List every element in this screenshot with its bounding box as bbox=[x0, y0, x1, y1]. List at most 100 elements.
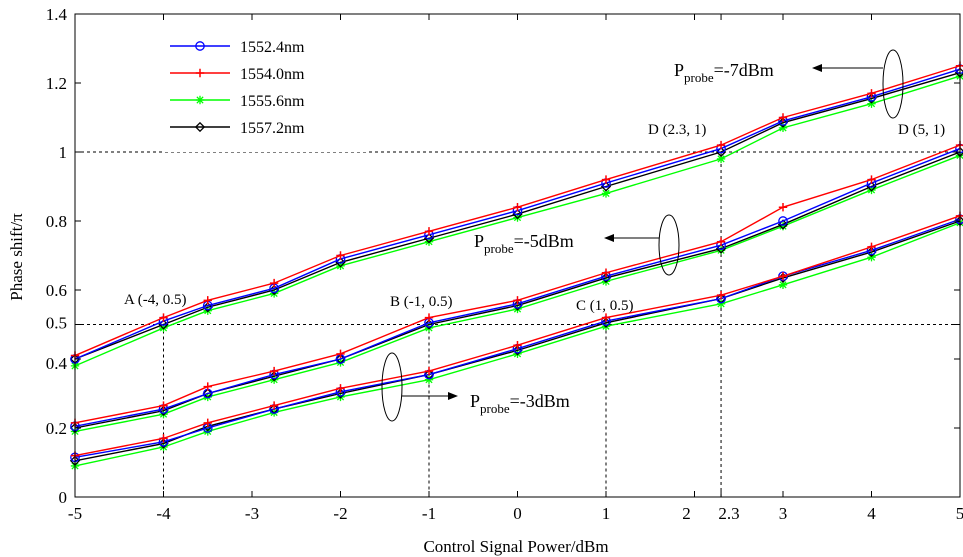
data-point-asterisk bbox=[778, 280, 788, 290]
data-point-plus bbox=[159, 401, 168, 410]
series-1557-2nm-Pprobe5dBm bbox=[69, 146, 963, 434]
x-tick-label: 0 bbox=[513, 504, 522, 523]
legend-item: 1557.2nm bbox=[170, 120, 305, 137]
data-point-plus bbox=[424, 313, 434, 322]
annotation-point-c: C (1, 0.5) bbox=[576, 298, 634, 314]
x-tick-label: 1 bbox=[602, 504, 611, 523]
probe-m5-value: =-5dBm bbox=[514, 231, 574, 251]
annotation-point-d2: D (5, 1) bbox=[898, 122, 945, 138]
legend: 1552.4nm 1554.0nm 1555.6nm 1557.2nm bbox=[163, 30, 368, 152]
data-point-diamond bbox=[715, 243, 727, 254]
data-point-plus bbox=[513, 203, 522, 212]
data-point-plus bbox=[601, 268, 611, 277]
y-tick-label: 0.2 bbox=[46, 419, 67, 438]
data-point-asterisk bbox=[716, 299, 726, 308]
x-tick-label: 2.3 bbox=[718, 504, 739, 523]
data-point-plus bbox=[159, 313, 168, 322]
x-tick-label: -4 bbox=[156, 504, 171, 523]
data-point-plus bbox=[203, 418, 212, 428]
probe-m5-sub: probe bbox=[484, 241, 514, 256]
probe-group-minus7: Pprobe=-7dBm bbox=[674, 49, 904, 119]
data-point-plus bbox=[269, 278, 279, 288]
data-point-plus bbox=[269, 401, 279, 410]
legend-item: 1552.4nm bbox=[170, 39, 305, 56]
data-point-plus bbox=[955, 61, 963, 70]
annotation-point-a: A (-4, 0.5) bbox=[124, 292, 187, 308]
data-point-asterisk bbox=[867, 253, 876, 262]
data-point-diamond bbox=[335, 257, 346, 268]
data-point-asterisk bbox=[195, 95, 205, 105]
data-point-diamond bbox=[715, 146, 727, 158]
x-axis-label: Control Signal Power/dBm bbox=[423, 537, 608, 556]
probe-group-minus3: Pprobe=-3dBm bbox=[381, 352, 570, 422]
y-tick-label: 0.5 bbox=[46, 314, 67, 333]
data-point-plus bbox=[203, 382, 212, 391]
probe-m3-sub: probe bbox=[480, 401, 510, 416]
data-point-asterisk bbox=[778, 221, 788, 231]
data-point-asterisk bbox=[716, 246, 726, 255]
data-point-plus bbox=[424, 366, 434, 376]
series-line bbox=[74, 68, 961, 360]
data-point-asterisk bbox=[601, 189, 611, 198]
x-tick-label: -2 bbox=[333, 504, 347, 523]
legend-label: 1555.6nm bbox=[240, 93, 305, 110]
series-line bbox=[74, 147, 961, 427]
probe-m7-sub: probe bbox=[684, 70, 714, 85]
data-point-plus bbox=[716, 237, 726, 246]
x-tick-label: 4 bbox=[867, 504, 876, 523]
data-point-plus bbox=[424, 227, 434, 236]
data-point-asterisk bbox=[716, 154, 726, 164]
data-point-plus bbox=[955, 140, 963, 150]
data-point-plus bbox=[601, 313, 611, 322]
data-point-plus bbox=[778, 203, 788, 212]
probe-m7-p: P bbox=[674, 60, 684, 80]
data-point-circle bbox=[195, 41, 205, 51]
data-point-plus bbox=[513, 341, 522, 350]
data-point-plus bbox=[336, 349, 345, 359]
data-point-plus bbox=[716, 290, 726, 300]
legend-label: 1554.0nm bbox=[240, 66, 305, 83]
data-point-plus bbox=[601, 175, 611, 184]
data-point-diamond bbox=[423, 233, 435, 244]
data-point-diamond bbox=[777, 219, 789, 230]
probe-m3-p: P bbox=[470, 391, 480, 411]
data-point-plus bbox=[336, 384, 345, 393]
data-point-diamond bbox=[600, 181, 612, 192]
data-point-plus bbox=[159, 434, 168, 443]
data-point-plus bbox=[513, 296, 522, 305]
legend-label: 1557.2nm bbox=[240, 120, 305, 137]
probe-m5-p: P bbox=[474, 231, 484, 251]
probe-m3-value: =-3dBm bbox=[510, 391, 570, 411]
series-1557-2nm-Pprobe3dBm bbox=[69, 215, 963, 466]
series-line bbox=[74, 215, 961, 457]
data-point-diamond bbox=[777, 117, 789, 128]
series-line bbox=[74, 154, 961, 433]
y-tick-label: 1.4 bbox=[46, 5, 68, 24]
data-point-asterisk bbox=[867, 99, 876, 108]
x-tick-label: -5 bbox=[68, 504, 82, 523]
data-point-diamond bbox=[866, 181, 877, 192]
annotation-point-d1: D (2.3, 1) bbox=[648, 122, 706, 138]
data-point-plus bbox=[716, 140, 726, 150]
axis-tick-labels: -5 -4 -3 -2 -1 0 1 2 2.3 3 4 5 0 0.2 0.4 0.5 0.6 0.8 1 1.2 1… bbox=[46, 5, 963, 523]
data-point-plus bbox=[269, 366, 279, 376]
annotation-point-b: B (-1, 0.5) bbox=[390, 294, 453, 310]
series-line bbox=[74, 220, 961, 462]
data-point-asterisk bbox=[778, 123, 788, 133]
legend-label: 1552.4nm bbox=[240, 39, 305, 56]
data-point-asterisk bbox=[424, 375, 434, 384]
y-tick-label: 1.2 bbox=[46, 74, 67, 93]
series-line bbox=[74, 144, 961, 424]
legend-box bbox=[163, 30, 368, 152]
x-tick-label: -1 bbox=[422, 504, 436, 523]
svg-text:Pprobe=-5dBm: Pprobe=-5dBm bbox=[474, 231, 574, 256]
data-point-plus bbox=[203, 296, 212, 305]
axis-ticks bbox=[74, 13, 961, 498]
data-point-plus bbox=[867, 89, 876, 98]
data-point-plus bbox=[195, 68, 205, 78]
y-tick-label: 0.4 bbox=[46, 354, 68, 373]
series-1554-0nm-Pprobe5dBm bbox=[70, 140, 963, 428]
y-tick-label: 0.8 bbox=[46, 212, 67, 231]
data-point-diamond bbox=[512, 208, 523, 220]
data-point-plus bbox=[867, 175, 876, 184]
